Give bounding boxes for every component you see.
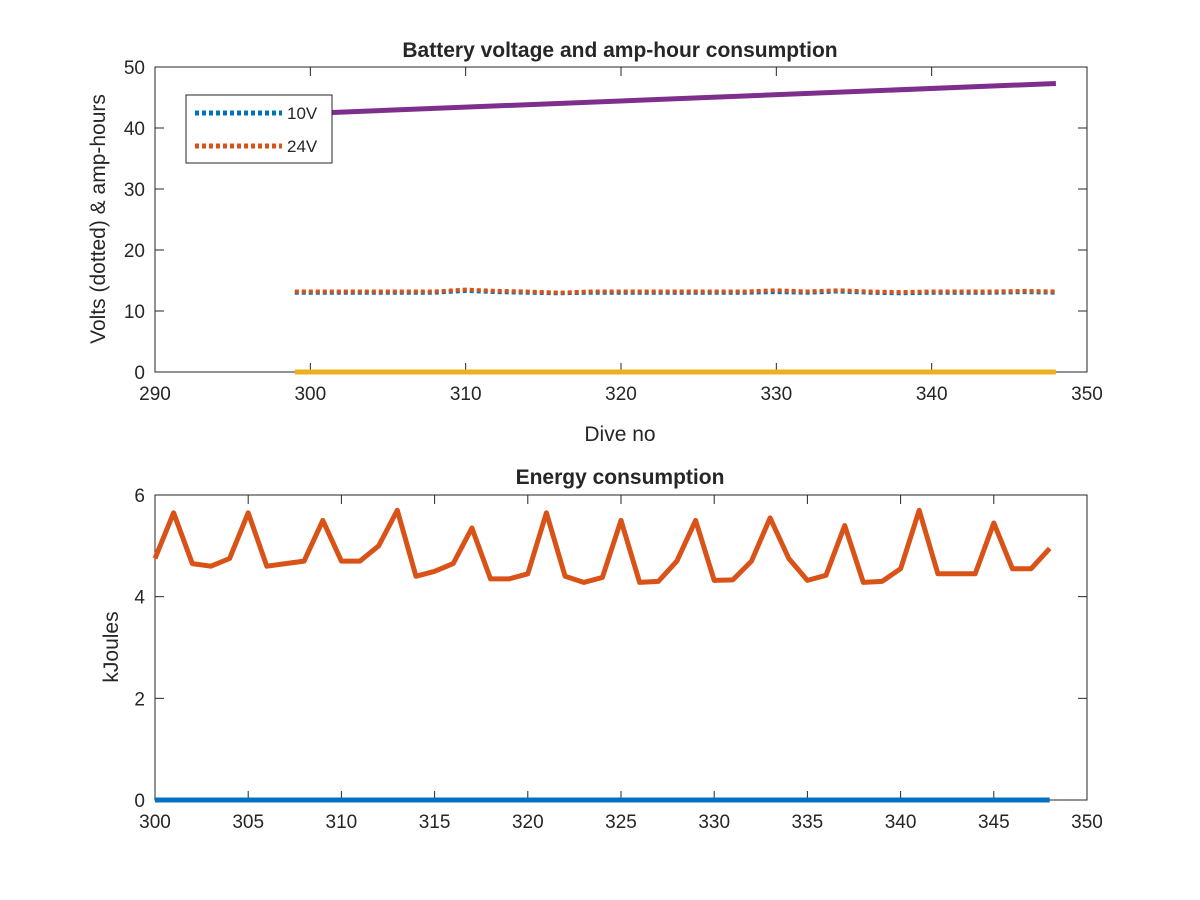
energy-axes: Energy consumption 300 305 310 315 320 325 330… — [100, 466, 1103, 833]
energy-ticks: 300 305 310 315 320 325 330 335 340 345 350 0 2 4 6 — [134, 486, 1102, 833]
legend-24v-label: 24V — [287, 137, 318, 156]
voltage-y-axis-label: Volts (dotted) & amp-hours — [87, 94, 110, 344]
voltage-series-lines — [294, 81, 1057, 375]
energy-y-axis-label: kJoules — [100, 611, 123, 682]
energy-chart-title: Energy consumption — [516, 466, 725, 489]
legend-box — [185, 94, 333, 164]
y-tick-label: 2 — [134, 689, 145, 710]
x-tick-label: 340 — [885, 812, 917, 833]
x-tick-label: 320 — [605, 384, 637, 405]
y-tick-label: 4 — [134, 588, 145, 609]
x-tick-label: 335 — [792, 812, 824, 833]
y-tick-label: 20 — [124, 241, 145, 262]
energy-line — [152, 507, 1052, 585]
voltage-legend: 10V 24V — [185, 94, 333, 164]
x-tick-label: 325 — [605, 812, 637, 833]
y-tick-label: 10 — [124, 302, 145, 323]
x-tick-label: 345 — [978, 812, 1010, 833]
x-tick-label: 290 — [139, 384, 171, 405]
amp-hour-line — [294, 81, 1057, 117]
x-tick-label: 320 — [512, 812, 544, 833]
x-tick-label: 315 — [419, 812, 451, 833]
x-tick-label: 300 — [139, 812, 171, 833]
voltage-amp-hour-axes: Battery voltage and amp-hour consumption… — [87, 39, 1103, 446]
x-tick-label: 310 — [326, 812, 358, 833]
y-tick-label: 50 — [124, 58, 145, 79]
voltage-x-axis-label: Dive no — [584, 423, 655, 446]
x-tick-label: 330 — [760, 384, 792, 405]
y-tick-label: 30 — [124, 180, 145, 201]
y-tick-label: 6 — [134, 486, 145, 507]
x-tick-label: 305 — [232, 812, 264, 833]
x-tick-label: 340 — [916, 384, 948, 405]
x-tick-label: 300 — [294, 384, 326, 405]
y-tick-label: 0 — [134, 363, 145, 384]
y-tick-label: 40 — [124, 119, 145, 140]
x-tick-label: 350 — [1071, 384, 1103, 405]
x-tick-label: 310 — [450, 384, 482, 405]
voltage-ticks: 290 300 310 320 330 340 350 0 10 20 30 40 50 — [124, 58, 1103, 405]
energy-series-lines — [152, 507, 1052, 803]
y-tick-label: 0 — [134, 791, 145, 812]
energy-plot-area — [154, 494, 1088, 801]
x-tick-label: 330 — [698, 812, 730, 833]
legend-10v-label: 10V — [287, 104, 318, 123]
x-tick-label: 350 — [1071, 812, 1103, 833]
voltage-chart-title: Battery voltage and amp-hour consumption — [402, 39, 837, 62]
24v-voltage-line — [294, 287, 1056, 295]
